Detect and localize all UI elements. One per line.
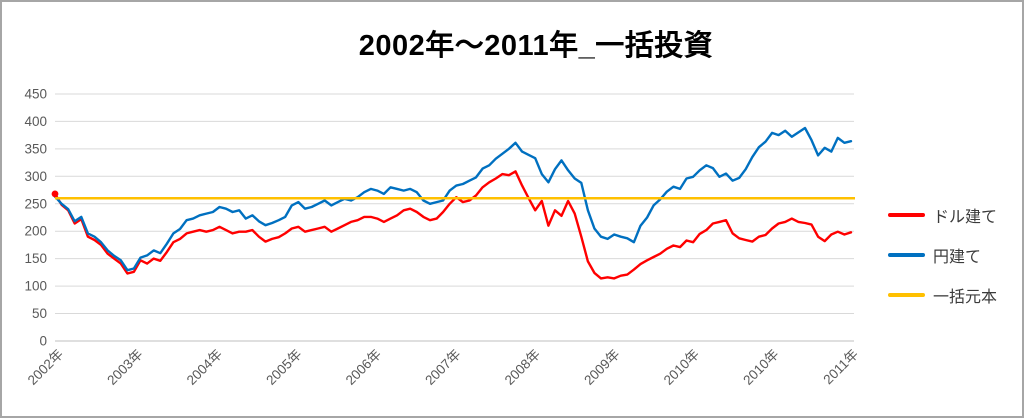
legend-marker: [888, 253, 925, 257]
legend-label: ドル建て: [933, 209, 998, 226]
legend: ドル建て円建て一括元本: [888, 203, 997, 307]
x-tick-label: 2004年: [184, 347, 225, 388]
legend-label: 円建て: [933, 249, 982, 266]
series-line-dollar: [53, 170, 853, 280]
y-tick-label: 400: [24, 114, 47, 129]
series-line-yen: [53, 126, 853, 272]
x-tick-label: 2002年: [25, 347, 66, 388]
x-tick-label: 2003年: [104, 347, 145, 388]
y-tick-label: 200: [24, 224, 47, 239]
legend-label: 一括元本: [933, 289, 998, 306]
x-tick-label: 2009年: [581, 347, 622, 388]
y-tick-label: 150: [24, 251, 47, 266]
y-tick-label: 250: [24, 196, 47, 211]
x-tick-label: 2010年: [740, 347, 781, 388]
x-tick-label: 2008年: [502, 347, 543, 388]
y-tick-label: 0: [39, 334, 47, 349]
legend-item: 一括元本: [888, 283, 997, 307]
legend-marker: [888, 293, 925, 297]
y-tick-label: 450: [24, 86, 47, 101]
x-tick-label: 2007年: [422, 347, 463, 388]
y-tick-label: 50: [32, 306, 47, 321]
legend-item: ドル建て: [888, 203, 997, 227]
x-tick-label: 2006年: [343, 347, 384, 388]
y-tick-label: 350: [24, 141, 47, 156]
chart-title: 2002年～2011年_一括投資: [358, 30, 714, 62]
series-start-marker: [51, 190, 59, 198]
x-tick-label: 2005年: [263, 347, 304, 388]
legend-item: 円建て: [888, 243, 997, 267]
x-tick-label: 2011年: [820, 347, 861, 388]
legend-marker: [888, 213, 925, 217]
y-tick-label: 100: [24, 279, 47, 294]
y-tick-label: 300: [24, 169, 47, 184]
x-tick-label: 2010年: [661, 347, 702, 388]
